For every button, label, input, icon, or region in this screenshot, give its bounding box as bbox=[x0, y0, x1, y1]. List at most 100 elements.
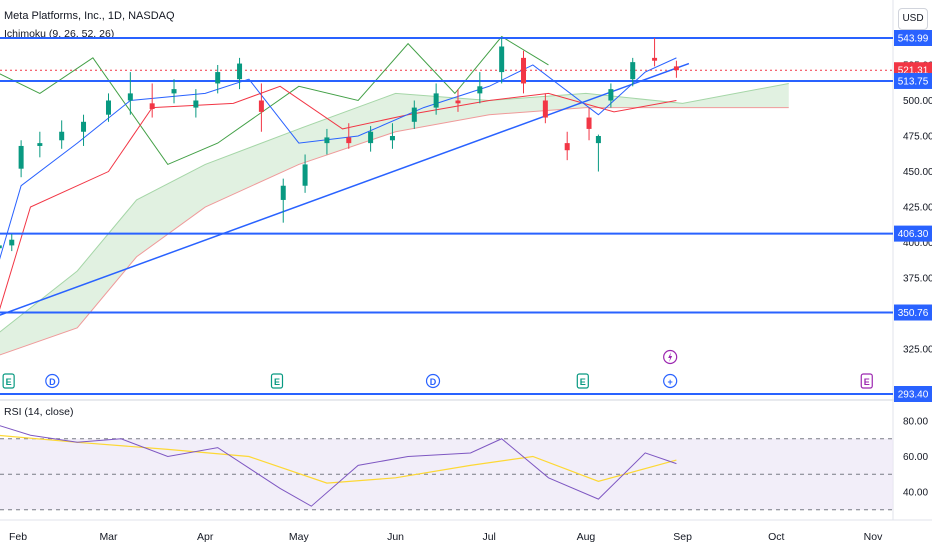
event-circle bbox=[425, 373, 441, 389]
candle-body bbox=[368, 131, 374, 144]
time-tick-label: Aug bbox=[577, 531, 596, 543]
level-price-label: 350.76 bbox=[894, 304, 932, 321]
candle bbox=[564, 131, 570, 161]
candle bbox=[59, 120, 65, 149]
kijun-line bbox=[0, 85, 677, 310]
candle-body bbox=[455, 100, 461, 104]
trendline bbox=[0, 62, 690, 316]
chart-title: Meta Platforms, Inc., 1D, NASDAQ bbox=[4, 10, 175, 22]
candle-body bbox=[127, 93, 133, 101]
candle-body bbox=[37, 143, 43, 146]
time-tick-label: Nov bbox=[864, 531, 883, 543]
candle bbox=[586, 107, 592, 141]
candle bbox=[127, 72, 133, 115]
candle bbox=[346, 123, 352, 149]
candle bbox=[324, 128, 330, 155]
candle-body bbox=[595, 136, 601, 144]
candle-body bbox=[324, 137, 330, 144]
candle bbox=[302, 154, 308, 193]
event-circle bbox=[45, 373, 60, 389]
event-glyph: D bbox=[430, 377, 437, 387]
candle bbox=[499, 37, 505, 84]
rsi-line bbox=[0, 425, 677, 507]
price-tick-label: 425.00 bbox=[903, 203, 932, 214]
candle bbox=[652, 37, 658, 67]
candle bbox=[280, 178, 286, 223]
event-glyph: E bbox=[580, 377, 586, 387]
rsi-tick-label: 80.00 bbox=[903, 417, 928, 428]
candle bbox=[18, 140, 24, 178]
candle-body bbox=[433, 93, 439, 108]
candle bbox=[477, 72, 483, 104]
candle-body bbox=[258, 100, 264, 112]
candle bbox=[258, 83, 264, 132]
chikou-line bbox=[0, 35, 549, 166]
candle bbox=[411, 100, 417, 129]
candle-body bbox=[0, 245, 2, 249]
event-marker-earnings: E bbox=[576, 373, 589, 389]
tenkan-line bbox=[0, 57, 677, 260]
price-tick-label: 375.00 bbox=[903, 274, 932, 285]
price-pane bbox=[0, 35, 893, 395]
candle bbox=[368, 126, 374, 152]
candle bbox=[105, 93, 111, 122]
candle-body bbox=[586, 117, 592, 129]
candle bbox=[0, 245, 2, 249]
price-label-text: 293.40 bbox=[898, 390, 929, 401]
candle-body bbox=[564, 143, 570, 151]
candle-body bbox=[59, 131, 65, 141]
price-tick-label: 450.00 bbox=[903, 167, 932, 178]
candle-body bbox=[18, 145, 24, 169]
candle bbox=[37, 131, 43, 158]
event-box bbox=[576, 373, 589, 389]
event-box bbox=[860, 373, 873, 389]
event-marker-earnings: E bbox=[270, 373, 284, 389]
candle-body bbox=[302, 164, 308, 186]
time-tick-label: Jun bbox=[387, 531, 404, 543]
candle-body bbox=[411, 107, 417, 122]
price-tick-label: 325.00 bbox=[903, 345, 932, 356]
candle-body bbox=[105, 100, 111, 115]
candle-body bbox=[9, 239, 15, 246]
candle-body bbox=[389, 136, 395, 141]
event-marker-dividend: D bbox=[45, 373, 60, 389]
event-marker-dividend: D bbox=[425, 373, 441, 389]
candle bbox=[673, 60, 679, 78]
candle-body bbox=[630, 62, 636, 80]
rsi-band bbox=[0, 438, 893, 510]
candle bbox=[9, 234, 15, 252]
candle-body bbox=[171, 89, 177, 94]
event-glyph: D bbox=[49, 377, 56, 387]
price-tick-label: 500.00 bbox=[903, 96, 932, 107]
candle bbox=[81, 114, 87, 146]
event-marker-earnings: E bbox=[2, 373, 15, 389]
price-label-box bbox=[894, 386, 932, 402]
candle-body bbox=[215, 72, 221, 84]
event-marker-add: + bbox=[663, 373, 678, 389]
level-price-label: 406.30 bbox=[894, 225, 932, 242]
candle bbox=[433, 83, 439, 115]
rsi-label[interactable]: RSI (14, close) bbox=[4, 406, 74, 418]
candle-body bbox=[477, 86, 483, 94]
candle-body bbox=[149, 103, 155, 110]
event-marker-earnings-upcoming: E bbox=[860, 373, 873, 389]
candle bbox=[455, 89, 461, 112]
price-label-box bbox=[894, 30, 932, 46]
candle bbox=[595, 134, 601, 172]
rsi-ma-line bbox=[0, 434, 677, 484]
event-box bbox=[2, 373, 15, 389]
currency-button[interactable]: USD bbox=[898, 8, 928, 30]
time-tick-label: May bbox=[289, 531, 310, 543]
candle-body bbox=[81, 121, 87, 132]
level-price-label: 513.75 bbox=[894, 72, 932, 89]
price-label-text: 513.75 bbox=[898, 76, 929, 87]
event-glyph: E bbox=[274, 377, 280, 387]
price-tick-label: 475.00 bbox=[903, 132, 932, 143]
time-tick-label: Jul bbox=[482, 531, 495, 543]
rsi-tick-label: 40.00 bbox=[903, 488, 928, 499]
candle bbox=[389, 123, 395, 149]
level-price-label: 543.99 bbox=[894, 30, 932, 46]
candle bbox=[171, 79, 177, 104]
candle bbox=[237, 57, 243, 90]
